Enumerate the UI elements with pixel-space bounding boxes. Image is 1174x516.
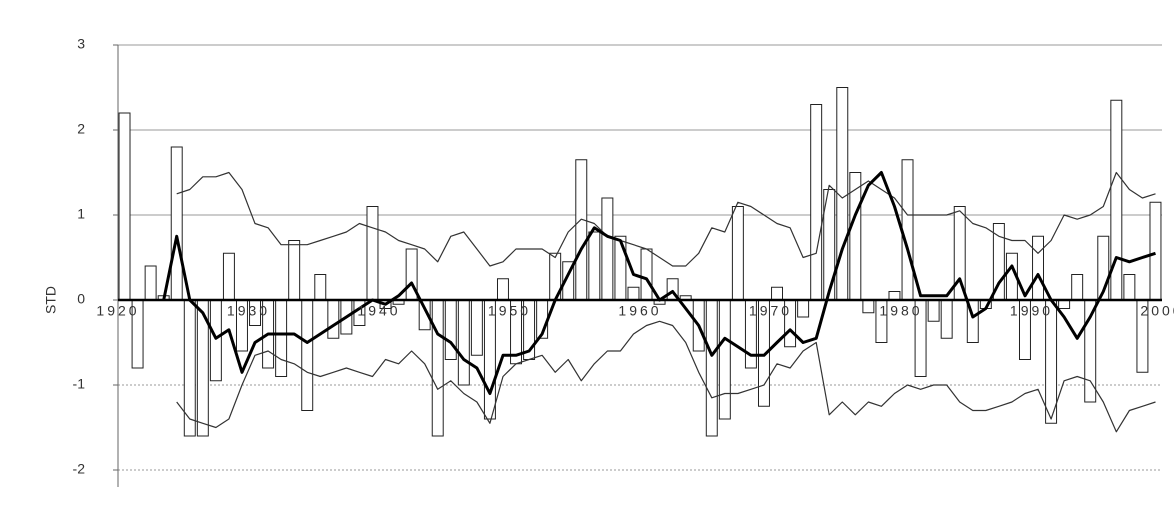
bar bbox=[927, 299, 940, 322]
x-tick-label: 1970 bbox=[749, 303, 792, 319]
bar bbox=[640, 248, 653, 301]
bar bbox=[170, 146, 183, 301]
bar bbox=[797, 299, 810, 318]
bar bbox=[444, 299, 457, 360]
y-axis-label: STD bbox=[43, 286, 59, 314]
bar bbox=[718, 299, 731, 420]
y-tick-label: -2 bbox=[73, 461, 86, 477]
bar bbox=[496, 278, 509, 301]
bar bbox=[862, 299, 875, 314]
bar bbox=[614, 235, 627, 301]
y-tick-label: 3 bbox=[77, 36, 85, 52]
bar bbox=[431, 299, 444, 437]
bar bbox=[1058, 299, 1071, 309]
x-tick-label: 2000 bbox=[1140, 303, 1174, 319]
bar bbox=[705, 299, 718, 437]
envelope-line bbox=[176, 171, 1156, 267]
bar bbox=[366, 206, 379, 301]
bar bbox=[575, 159, 588, 301]
bar bbox=[888, 291, 901, 301]
bar bbox=[314, 274, 327, 301]
y-tick-label: -1 bbox=[73, 376, 86, 392]
bar bbox=[731, 206, 744, 301]
x-tick-label: 1990 bbox=[1010, 303, 1053, 319]
bar bbox=[327, 299, 340, 339]
bar bbox=[470, 299, 483, 356]
bar bbox=[275, 299, 288, 377]
bar bbox=[1032, 235, 1045, 301]
bar bbox=[1149, 201, 1162, 301]
bar bbox=[810, 104, 823, 301]
bar bbox=[209, 299, 222, 382]
x-tick-label: 1960 bbox=[618, 303, 661, 319]
bar bbox=[601, 197, 614, 301]
bar bbox=[1123, 274, 1136, 301]
x-tick-label: 1940 bbox=[357, 303, 400, 319]
envelope-line bbox=[176, 320, 1156, 433]
bar bbox=[288, 240, 301, 301]
bar bbox=[1071, 274, 1084, 301]
bar bbox=[144, 265, 157, 301]
bar bbox=[627, 286, 640, 301]
bar bbox=[183, 299, 196, 437]
x-tick-label: 1980 bbox=[879, 303, 922, 319]
y-tick-label: 0 bbox=[77, 291, 85, 307]
bar bbox=[940, 299, 953, 339]
x-tick-label: 1930 bbox=[227, 303, 270, 319]
smoothed-line bbox=[162, 171, 1156, 395]
bar bbox=[588, 231, 601, 301]
x-tick-label: 1950 bbox=[488, 303, 531, 319]
bar bbox=[457, 299, 470, 386]
x-tick-label: 1920 bbox=[96, 303, 139, 319]
y-tick-label: 1 bbox=[77, 206, 85, 222]
bar bbox=[222, 252, 235, 301]
bar bbox=[118, 112, 131, 301]
y-tick-label: 2 bbox=[77, 121, 85, 137]
bar bbox=[901, 159, 914, 301]
bar bbox=[771, 286, 784, 301]
bar bbox=[301, 299, 314, 411]
